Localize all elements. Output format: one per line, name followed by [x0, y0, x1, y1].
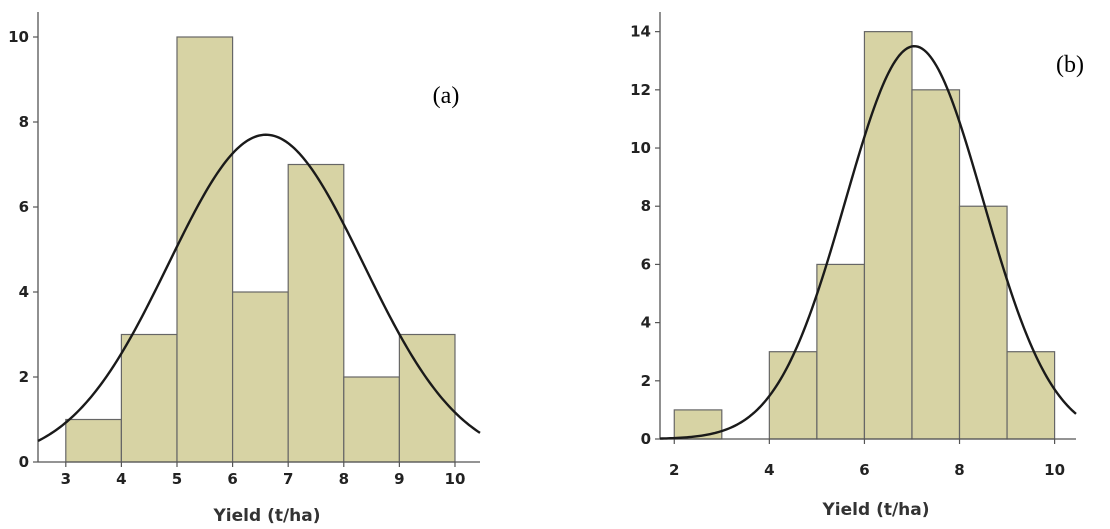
panel-a-y-tick-label: 4: [19, 283, 29, 301]
panel-a-label: (a): [433, 83, 460, 109]
panel-a-bar-9-10: [398, 333, 456, 463]
panel-a-x-axis-title: Yield (t/ha): [212, 506, 320, 526]
panel-a-x-tick-label: 9: [394, 470, 404, 488]
panel-a-bar-8-9: [343, 376, 400, 463]
panel-b-y-tick-label: 4: [641, 314, 651, 332]
panel-b-bar-6-7: [863, 31, 913, 440]
panel-b-y-tick-label: 2: [641, 372, 651, 390]
panel-a-bar-5-6: [176, 36, 234, 463]
panel-b-x-tick-label: 10: [1044, 461, 1065, 479]
panel-a-x-tick-label: 4: [116, 470, 126, 488]
panel-b-y-tick-label: 8: [641, 197, 651, 215]
panel-b-x-axis-title: Yield (t/ha): [821, 500, 929, 520]
panel-a-x-tick-label: 6: [227, 470, 237, 488]
panel-b-y-tick-label: 10: [630, 139, 651, 157]
panel-a-y-tick-label: 0: [19, 453, 29, 471]
panel-b-bar-5-6: [816, 263, 866, 440]
panel-a-normal-curve: [37, 133, 481, 443]
panel-b-x-tick-label: 2: [669, 461, 679, 479]
panel-a-bar-4-5: [120, 333, 178, 463]
panel-a-x-tick-label: 3: [61, 470, 71, 488]
panel-b-x-tick-label: 4: [764, 461, 774, 479]
histogram-panel-a: 0 2 4 6 8 10 3 4 5 6 7 8 9 10 Yield (t/ha) (a): [8, 12, 481, 526]
panel-b-label: (b): [1056, 52, 1084, 78]
panel-a-x-tick-label: 8: [339, 470, 349, 488]
panel-b-bar-4-5: [768, 351, 818, 440]
panel-b-y-tick-label: 12: [630, 81, 651, 99]
panel-a-y-tick-label: 10: [8, 28, 29, 46]
panel-b-y-tick-label: 6: [641, 255, 651, 273]
panel-a-x-tick-label: 5: [172, 470, 182, 488]
panel-a-bar-3-4: [65, 418, 122, 463]
panel-b-normal-curve: [659, 44, 1077, 440]
panel-b-y-tick-label: 14: [630, 23, 651, 41]
panel-a-y-tick-label: 6: [19, 198, 29, 216]
panel-a-x-tick-label: 7: [283, 470, 293, 488]
panel-b-bar-7-8: [911, 89, 961, 440]
panel-b-x-tick-label: 6: [859, 461, 869, 479]
panel-a-bar-7-8: [287, 163, 345, 463]
panel-a-bar-6-7: [231, 291, 289, 463]
panel-b-y-tick-label: 0: [641, 430, 651, 448]
panel-b-bar-2-3: [673, 409, 723, 440]
panel-a-y-tick-label: 8: [19, 113, 29, 131]
panel-b-x-tick-label: 8: [954, 461, 964, 479]
panel-a-x-tick-label: 10: [445, 470, 466, 488]
panel-a-y-tick-label: 2: [19, 368, 29, 386]
panel-b-bar-9-10: [1006, 351, 1056, 440]
panel-b-bar-8-9: [958, 205, 1008, 440]
